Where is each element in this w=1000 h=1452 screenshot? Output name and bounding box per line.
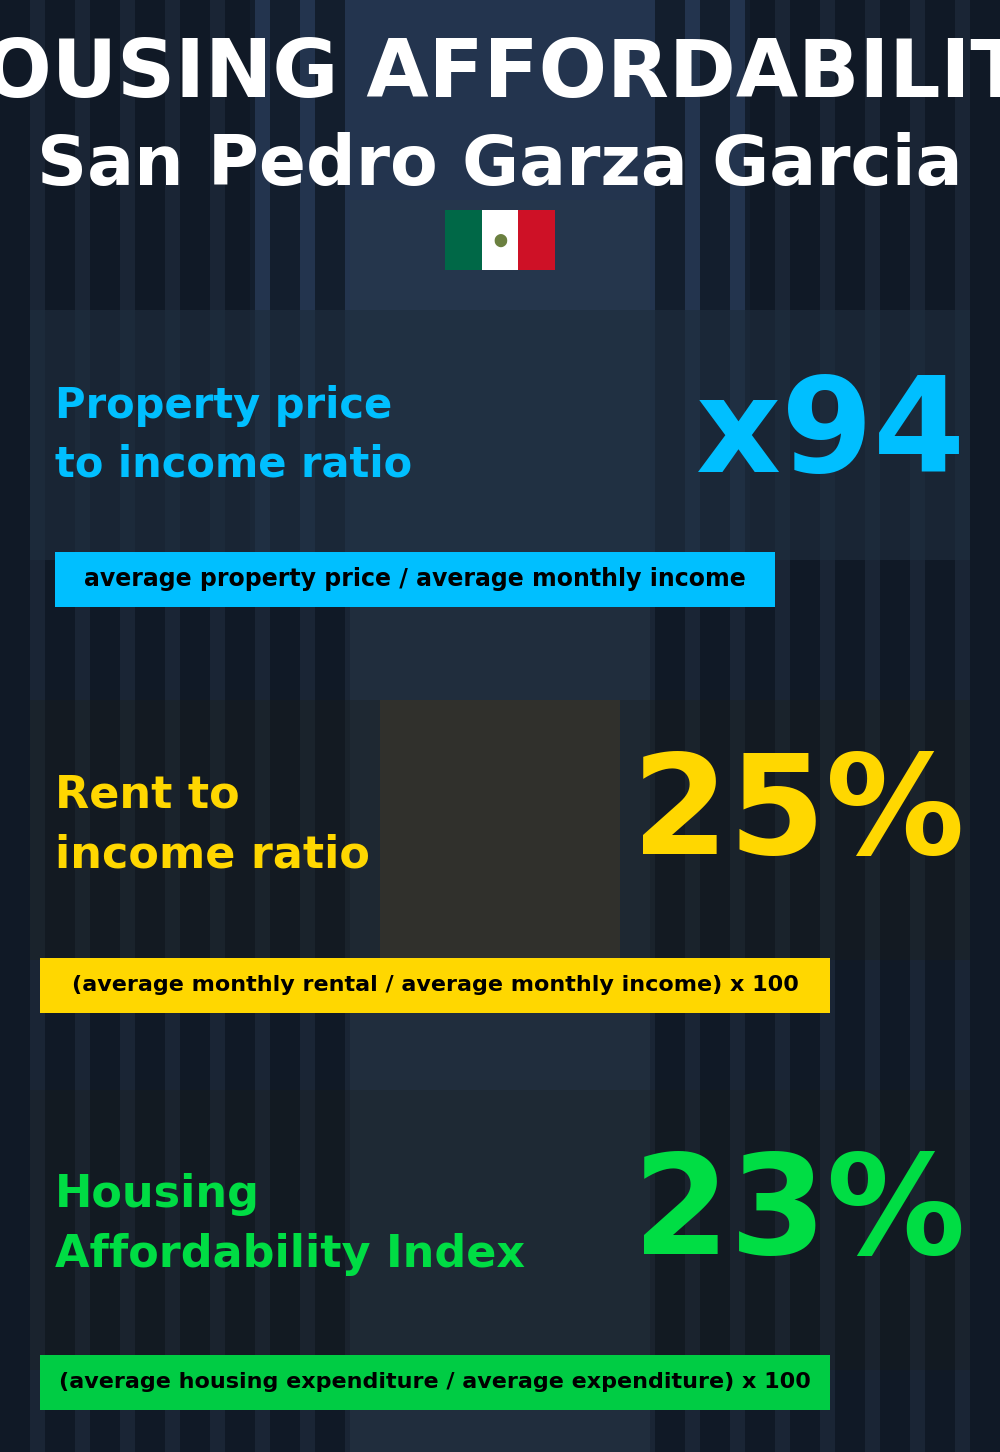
FancyBboxPatch shape xyxy=(30,700,970,960)
Text: average property price / average monthly income: average property price / average monthly… xyxy=(84,566,746,591)
Text: HOUSING AFFORDABILITY: HOUSING AFFORDABILITY xyxy=(0,36,1000,115)
Text: 25%: 25% xyxy=(632,748,965,883)
Text: x94: x94 xyxy=(696,372,965,498)
FancyBboxPatch shape xyxy=(380,700,620,1000)
FancyBboxPatch shape xyxy=(135,0,165,1452)
FancyBboxPatch shape xyxy=(40,1355,830,1410)
FancyBboxPatch shape xyxy=(970,0,1000,1452)
Text: ⬤: ⬤ xyxy=(493,234,507,247)
Text: San Pedro Garza Garcia: San Pedro Garza Garcia xyxy=(37,132,963,199)
FancyBboxPatch shape xyxy=(350,200,650,1452)
FancyBboxPatch shape xyxy=(270,0,300,1452)
FancyBboxPatch shape xyxy=(518,211,555,270)
FancyBboxPatch shape xyxy=(655,0,685,1452)
FancyBboxPatch shape xyxy=(55,552,775,607)
FancyBboxPatch shape xyxy=(30,1090,970,1371)
FancyBboxPatch shape xyxy=(790,0,820,1452)
FancyBboxPatch shape xyxy=(225,0,255,1452)
FancyBboxPatch shape xyxy=(445,211,482,270)
Text: (average monthly rental / average monthly income) x 100: (average monthly rental / average monthl… xyxy=(72,974,798,995)
FancyBboxPatch shape xyxy=(700,0,730,1452)
FancyBboxPatch shape xyxy=(0,0,30,1452)
Text: 23%: 23% xyxy=(633,1147,965,1282)
FancyBboxPatch shape xyxy=(180,0,210,1452)
FancyBboxPatch shape xyxy=(880,0,910,1452)
Text: Property price
to income ratio: Property price to income ratio xyxy=(55,385,412,485)
Text: Rent to
income ratio: Rent to income ratio xyxy=(55,774,370,877)
Text: Housing
Affordability Index: Housing Affordability Index xyxy=(55,1173,525,1276)
FancyBboxPatch shape xyxy=(835,0,865,1452)
FancyBboxPatch shape xyxy=(250,0,750,600)
FancyBboxPatch shape xyxy=(315,0,345,1452)
FancyBboxPatch shape xyxy=(925,0,955,1452)
FancyBboxPatch shape xyxy=(40,958,830,1013)
FancyBboxPatch shape xyxy=(30,309,970,560)
FancyBboxPatch shape xyxy=(745,0,775,1452)
FancyBboxPatch shape xyxy=(482,211,518,270)
FancyBboxPatch shape xyxy=(45,0,75,1452)
FancyBboxPatch shape xyxy=(90,0,120,1452)
Text: (average housing expenditure / average expenditure) x 100: (average housing expenditure / average e… xyxy=(59,1372,811,1392)
